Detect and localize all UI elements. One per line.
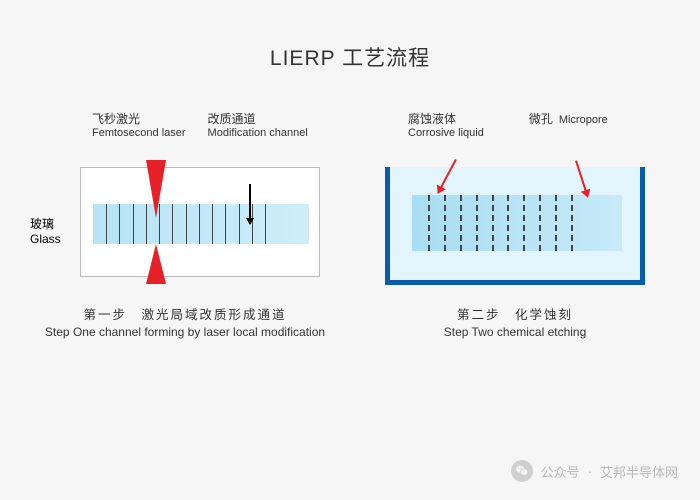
- channel-line: [239, 204, 240, 244]
- channels-1: [106, 204, 266, 244]
- channel-line: [212, 204, 213, 244]
- corr-label: 腐蚀液体 Corrosive liquid: [408, 112, 484, 141]
- step2-diagram: [360, 147, 670, 297]
- step1-panel: 飞秒激光 Femtosecond laser 改质通道 Modification…: [30, 112, 340, 341]
- micropore-line: [539, 195, 541, 251]
- step2-caption: 第二步 化学蚀刻 Step Two chemical etching: [360, 307, 670, 341]
- micropore-line: [444, 195, 446, 251]
- footer-prefix: 公众号: [541, 462, 580, 481]
- micropore-line: [571, 195, 573, 251]
- micropore-line: [460, 195, 462, 251]
- step2-panel: 腐蚀液体 Corrosive liquid 微孔 Micropore 第二步 化…: [360, 112, 670, 341]
- channel-line: [119, 204, 120, 244]
- channel-line: [199, 204, 200, 244]
- step1-caption-en: Step One channel forming by laser local …: [30, 324, 340, 341]
- corr-label-en: Corrosive liquid: [408, 127, 484, 141]
- pore-label: 微孔 Micropore: [529, 112, 608, 141]
- laser-label-en: Femtosecond laser: [92, 127, 186, 141]
- mod-label: 改质通道 Modification channel: [208, 112, 308, 141]
- step1-diagram: 玻璃 Glass: [30, 147, 340, 297]
- channel-line: [133, 204, 134, 244]
- footer: 公众号 · 艾邦半导体网: [511, 460, 678, 482]
- step1-caption: 第一步 激光局域改质形成通道 Step One channel forming …: [30, 307, 340, 341]
- micropore-line: [428, 195, 430, 251]
- corr-label-cn: 腐蚀液体: [408, 112, 484, 127]
- micropore-line: [476, 195, 478, 251]
- micropore-line: [523, 195, 525, 251]
- etching-tank: [385, 167, 645, 285]
- step1-caption-cn: 第一步 激光局域改质形成通道: [30, 307, 340, 325]
- laser-label-cn: 飞秒激光: [92, 112, 186, 127]
- footer-sep: ·: [588, 464, 592, 479]
- step1-labels: 飞秒激光 Femtosecond laser 改质通道 Modification…: [30, 112, 340, 141]
- panels-row: 飞秒激光 Femtosecond laser 改质通道 Modification…: [0, 112, 700, 341]
- glass-label: 玻璃 Glass: [30, 217, 61, 247]
- glass-label-en: Glass: [30, 232, 61, 247]
- channel-line: [186, 204, 187, 244]
- step2-caption-en: Step Two chemical etching: [360, 324, 670, 341]
- channel-line: [106, 204, 107, 244]
- pore-label-en: Micropore: [559, 114, 608, 128]
- mod-label-cn: 改质通道: [208, 112, 308, 127]
- mod-arrow: [249, 184, 251, 224]
- page-title: LIERP 工艺流程: [0, 0, 700, 72]
- laser-label: 飞秒激光 Femtosecond laser: [92, 112, 186, 141]
- pore-label-cn: 微孔: [529, 112, 553, 127]
- micropore-line: [507, 195, 509, 251]
- laser-cone-bottom: [146, 244, 166, 284]
- mod-label-en: Modification channel: [208, 127, 308, 141]
- laser-cone-top: [146, 160, 166, 218]
- channels-2: [428, 195, 573, 251]
- channel-line: [265, 204, 266, 244]
- wechat-icon: [511, 460, 533, 482]
- step1-frame: [80, 167, 320, 277]
- channel-line: [225, 204, 226, 244]
- channel-line: [172, 204, 173, 244]
- micropore-line: [555, 195, 557, 251]
- step2-caption-cn: 第二步 化学蚀刻: [360, 307, 670, 325]
- glass-label-cn: 玻璃: [30, 217, 61, 232]
- micropore-line: [492, 195, 494, 251]
- footer-name: 艾邦半导体网: [600, 462, 678, 481]
- step2-labels: 腐蚀液体 Corrosive liquid 微孔 Micropore: [360, 112, 670, 141]
